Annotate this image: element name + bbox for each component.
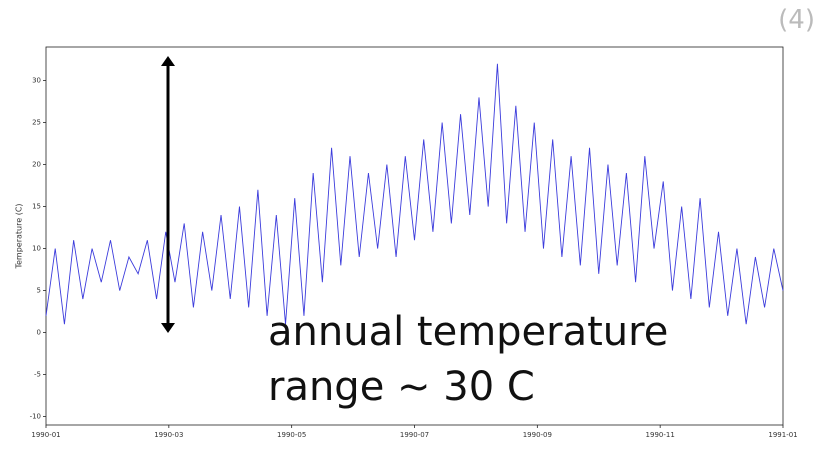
y-tick-label: 25	[32, 119, 41, 127]
y-tick-label: 15	[32, 203, 41, 211]
x-tick-label: 1990-11	[646, 431, 675, 439]
y-tick-label: 20	[32, 161, 41, 169]
arrow-head	[161, 56, 175, 66]
x-tick-label: 1990-03	[154, 431, 183, 439]
series-line	[45, 63, 784, 325]
y-tick-label: 10	[32, 245, 41, 253]
x-tick-label: 1990-09	[523, 431, 552, 439]
y-tick-label: 5	[37, 287, 41, 295]
x-tick-label: 1990-05	[277, 431, 306, 439]
annotation: range ~ 30 C	[268, 364, 535, 410]
y-tick-label: 0	[37, 329, 41, 337]
y-axis-label: Temperature (C)	[15, 203, 24, 269]
y-tick-label: -10	[30, 413, 41, 421]
arrow-head	[161, 323, 175, 333]
badge: (4)	[778, 5, 815, 35]
y-tick-label: -5	[34, 371, 41, 379]
x-tick-label: 1990-01	[31, 431, 60, 439]
x-tick-label: 1990-07	[400, 431, 429, 439]
y-tick-label: 30	[32, 77, 41, 85]
annotation: annual temperature	[268, 309, 668, 355]
x-tick-label: 1991-01	[768, 431, 797, 439]
